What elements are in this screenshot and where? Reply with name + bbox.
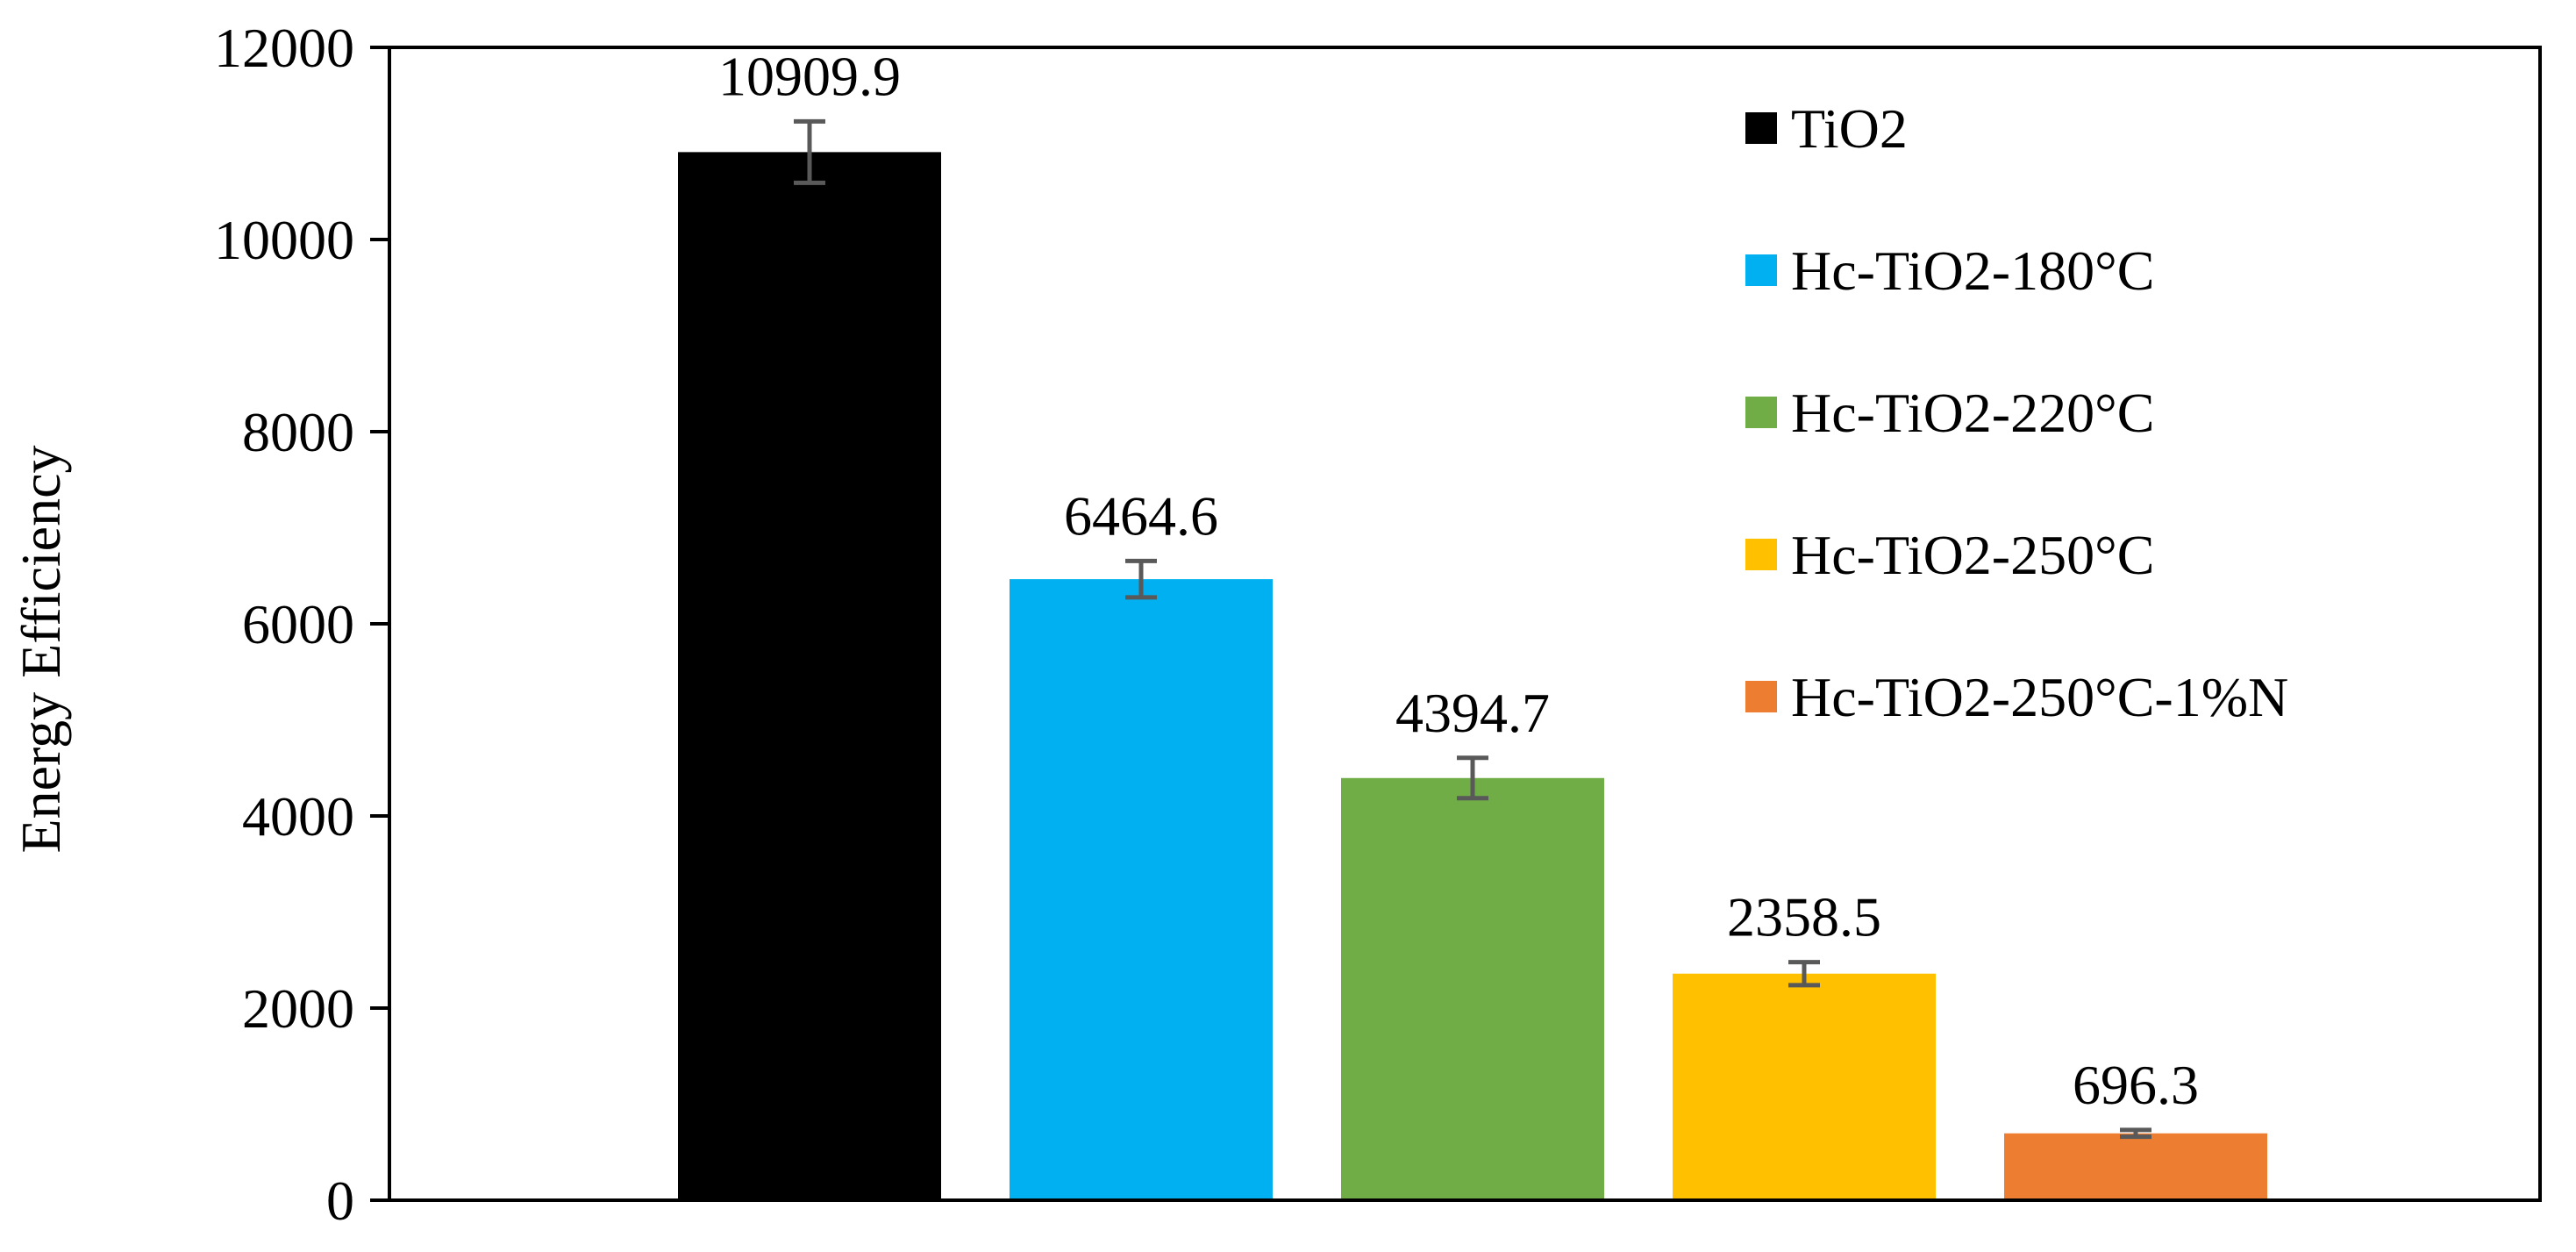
data-label: 2358.5 [1727,886,1881,948]
legend-label: Hc-TiO2-220°C [1791,382,2154,444]
legend-swatch [1745,539,1777,570]
y-axis-label-group: Energy Efficiency [10,446,72,854]
data-label: 696.3 [2073,1054,2199,1116]
legend-label: Hc-TiO2-180°C [1791,240,2154,302]
legend-swatch [1745,112,1777,144]
error-bars [794,118,2151,1140]
y-tick-label: 4000 [242,785,354,848]
bars [678,152,2267,1200]
data-label: 6464.6 [1064,484,1218,547]
legend-swatch [1745,254,1777,286]
data-label: 10909.9 [718,45,901,107]
data-labels: 10909.9 6464.6 4394.7 2358.5 696.3 [718,45,2199,1116]
y-tick-label: 0 [326,1170,354,1232]
y-axis-label: Energy Efficiency [10,446,72,854]
legend-label: Hc-TiO2-250°C-1%N [1791,666,2288,728]
plot-frame [388,46,2542,1202]
bar [678,152,941,1200]
data-label: 4394.7 [1395,682,1550,744]
bar [2004,1133,2267,1200]
legend-swatch [1745,681,1777,712]
y-tick-label: 2000 [242,977,354,1040]
y-tick-label: 10000 [214,209,354,271]
legend: TiO2 Hc-TiO2-180°C Hc-TiO2-220°C Hc-TiO2-25… [1745,97,2288,728]
y-tick-label: 6000 [242,593,354,655]
y-tick-label: 12000 [214,17,354,79]
legend-label: Hc-TiO2-250°C [1791,524,2154,586]
plot-area-border [388,46,2542,1202]
y-axis-ticks: 0 2000 4000 6000 8000 10000 12000 [214,17,389,1232]
legend-swatch [1745,397,1777,428]
bar [1010,579,1273,1200]
y-tick-label: 8000 [242,401,354,463]
bar [1341,777,1604,1200]
bar [1673,973,1936,1200]
legend-label: TiO2 [1791,97,1908,160]
